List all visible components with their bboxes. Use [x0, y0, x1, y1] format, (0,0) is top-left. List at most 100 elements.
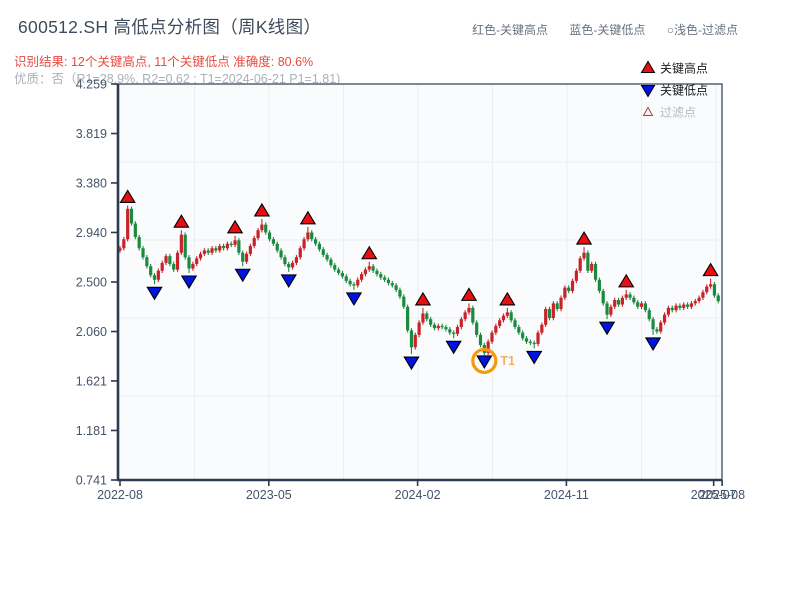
candle: [406, 306, 410, 331]
legend-key-high-icon: [640, 60, 656, 73]
candle: [168, 256, 172, 264]
y-tick-label: 2.940: [76, 226, 107, 240]
candle: [218, 245, 222, 251]
candle: [432, 324, 437, 329]
legend-key-low-icon: [640, 85, 656, 98]
y-tick-label: 4.259: [76, 78, 107, 92]
candle: [137, 236, 141, 249]
candle: [471, 307, 475, 323]
t1-annotation-circle: [471, 347, 498, 375]
candle: [310, 232, 314, 240]
candle: [513, 320, 517, 328]
y-tick-label: 0.741: [76, 474, 107, 488]
candle: [202, 250, 206, 254]
candle: [402, 296, 406, 307]
candle: [697, 297, 701, 302]
candle: [590, 263, 594, 271]
key-low-marker: [644, 337, 662, 351]
x-tick-label: 2022-08: [97, 488, 143, 502]
candle: [241, 252, 245, 262]
key-low-marker: [526, 350, 543, 365]
quality-summary-text: 优质：否（R1=28.9%, R2=0.62 ; T1=2024-06-21 P…: [14, 72, 341, 86]
candle: [221, 245, 226, 249]
candle: [122, 239, 126, 249]
key-low-marker: [234, 268, 251, 283]
candle: [682, 304, 686, 308]
legend-filtered-icon: [642, 106, 654, 116]
candle: [394, 285, 398, 290]
candle: [175, 252, 180, 270]
candle: [214, 248, 218, 251]
header-legend-filtered: ○浅色-过滤点: [666, 23, 738, 37]
candle: [536, 332, 540, 344]
gridlines: [118, 84, 722, 480]
candle: [321, 249, 325, 255]
candle: [421, 313, 425, 323]
recognition-result-text: 识别结果: 12个关键高点, 11个关键低点 准确度: 80.6%: [14, 55, 314, 69]
candle: [352, 284, 356, 286]
candle: [325, 254, 329, 260]
key-high-marker: [361, 245, 378, 260]
candlestick-series: [118, 205, 720, 356]
candle: [505, 312, 509, 316]
candle: [329, 259, 333, 266]
candle: [172, 263, 176, 270]
y-tick-label: 1.621: [76, 374, 107, 388]
candle: [306, 232, 310, 240]
candle: [689, 303, 694, 307]
candle: [613, 300, 617, 307]
candle: [490, 332, 494, 342]
candle: [448, 329, 452, 333]
candle: [256, 230, 260, 239]
x-tick-label: 2023-05: [246, 488, 292, 502]
candle: [475, 322, 479, 335]
candle: [149, 266, 153, 276]
candle: [716, 295, 720, 302]
candle: [229, 243, 233, 246]
key-high-marker: [119, 189, 136, 204]
key-high-marker: [253, 202, 271, 217]
candle: [705, 286, 709, 293]
x-tick-label: 2025-08: [699, 488, 745, 502]
candle: [609, 306, 613, 315]
candle: [436, 325, 440, 329]
candle: [659, 322, 663, 332]
candle: [237, 240, 241, 253]
key-low-marker: [280, 274, 297, 288]
candle: [264, 224, 268, 233]
candle: [528, 341, 532, 343]
candle: [206, 250, 210, 253]
candle: [429, 319, 433, 325]
key-low-marker: [598, 321, 616, 336]
candle: [586, 252, 590, 271]
candle: [271, 239, 275, 244]
candle: [160, 262, 164, 271]
candle: [179, 234, 183, 253]
candle: [624, 294, 628, 298]
candle: [145, 257, 149, 267]
candle: [498, 320, 502, 326]
key-low-markers: [146, 268, 662, 371]
key-low-marker: [146, 286, 163, 301]
candle: [628, 294, 632, 298]
candle: [195, 258, 199, 264]
candle: [413, 334, 417, 348]
key-high-marker: [460, 287, 478, 301]
candle: [379, 274, 383, 278]
candle: [662, 314, 667, 323]
candle: [313, 239, 318, 244]
candle: [678, 305, 682, 308]
key-low-marker: [476, 355, 493, 369]
candle: [191, 263, 195, 269]
y-tick-label: 1.181: [76, 424, 107, 438]
candle: [425, 313, 429, 320]
key-high-marker: [618, 273, 635, 288]
candle: [126, 208, 130, 240]
key-high-marker: [499, 291, 516, 306]
candle: [363, 269, 368, 275]
key-low-marker: [180, 275, 198, 290]
header-legend: 红色-关键高点 蓝色-关键低点 ○浅色-过滤点: [472, 21, 738, 38]
candle: [540, 324, 544, 333]
x-tick-label: 2025-07: [691, 488, 737, 502]
